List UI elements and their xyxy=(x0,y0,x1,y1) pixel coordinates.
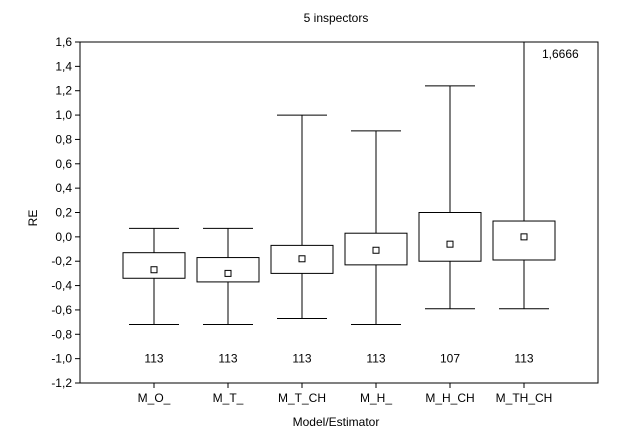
y-tick-label: 0,6 xyxy=(55,157,72,171)
x-axis: M_O_ M_T_ M_T_CH M_H_ M_H_CH M_TH_CH xyxy=(138,383,553,405)
y-tick-label: 1,6 xyxy=(55,35,72,49)
box-m-h-ch xyxy=(418,85,482,310)
box-m-o- xyxy=(122,227,186,326)
median-marker xyxy=(520,233,528,241)
y-tick-label: 1,4 xyxy=(55,59,72,73)
box-m-th-ch xyxy=(492,42,556,310)
y-tick-label: 1,0 xyxy=(55,108,72,122)
outlier-value-annotation: 1,6666 xyxy=(542,47,579,61)
x-tick-label: M_H_CH xyxy=(425,391,474,405)
x-tick-label: M_H_ xyxy=(360,391,392,405)
box-m-t- xyxy=(196,227,260,326)
y-tick-label: -0,4 xyxy=(51,279,72,293)
count-label: 113 xyxy=(218,352,237,366)
y-axis: 1,6 1,4 1,2 1,0 0,8 0,6 0,4 0,2 0,0 -0,2 -0,4 -0,6 -… xyxy=(51,35,80,390)
iqr-box xyxy=(492,220,556,261)
count-label: 113 xyxy=(366,352,385,366)
y-tick-label: 1,2 xyxy=(55,84,72,98)
iqr-box xyxy=(196,257,260,283)
plot-area-frame xyxy=(79,41,599,384)
median-marker xyxy=(150,266,158,274)
box-m-h- xyxy=(344,130,408,326)
median-marker xyxy=(298,255,306,263)
y-tick-label: -0,8 xyxy=(51,327,72,341)
y-tick-label: -1,2 xyxy=(51,376,72,390)
count-label: 113 xyxy=(144,352,163,366)
y-tick-label: 0,2 xyxy=(55,206,72,220)
box-m-t-ch xyxy=(270,114,334,319)
count-label: 113 xyxy=(514,352,533,366)
median-marker xyxy=(224,269,232,277)
median-marker xyxy=(446,240,454,248)
y-tick-label: 0,4 xyxy=(55,181,72,195)
y-tick-label: 0,0 xyxy=(55,230,72,244)
median-marker xyxy=(372,246,380,254)
iqr-box xyxy=(418,212,482,262)
count-label: 107 xyxy=(440,352,460,366)
annotations: 1,6666 xyxy=(542,47,579,61)
x-tick-label: M_O_ xyxy=(138,391,171,405)
y-tick-label: -0,2 xyxy=(51,254,72,268)
y-tick-label: -1,0 xyxy=(51,352,72,366)
y-axis-label: RE xyxy=(26,210,40,227)
iqr-box xyxy=(122,252,186,279)
count-label: 113 xyxy=(292,352,311,366)
x-tick-label: M_T_ xyxy=(213,391,244,405)
x-tick-label: M_T_CH xyxy=(278,391,326,405)
y-tick-label: 0,8 xyxy=(55,132,72,146)
chart-title: 5 inspectors xyxy=(304,11,369,25)
box-series xyxy=(122,42,556,326)
x-tick-label: M_TH_CH xyxy=(496,391,553,405)
y-tick-label: -0,6 xyxy=(51,303,72,317)
x-axis-label: Model/Estimator xyxy=(293,415,380,429)
count-labels: 113 113 113 113 107 113 xyxy=(144,352,533,366)
